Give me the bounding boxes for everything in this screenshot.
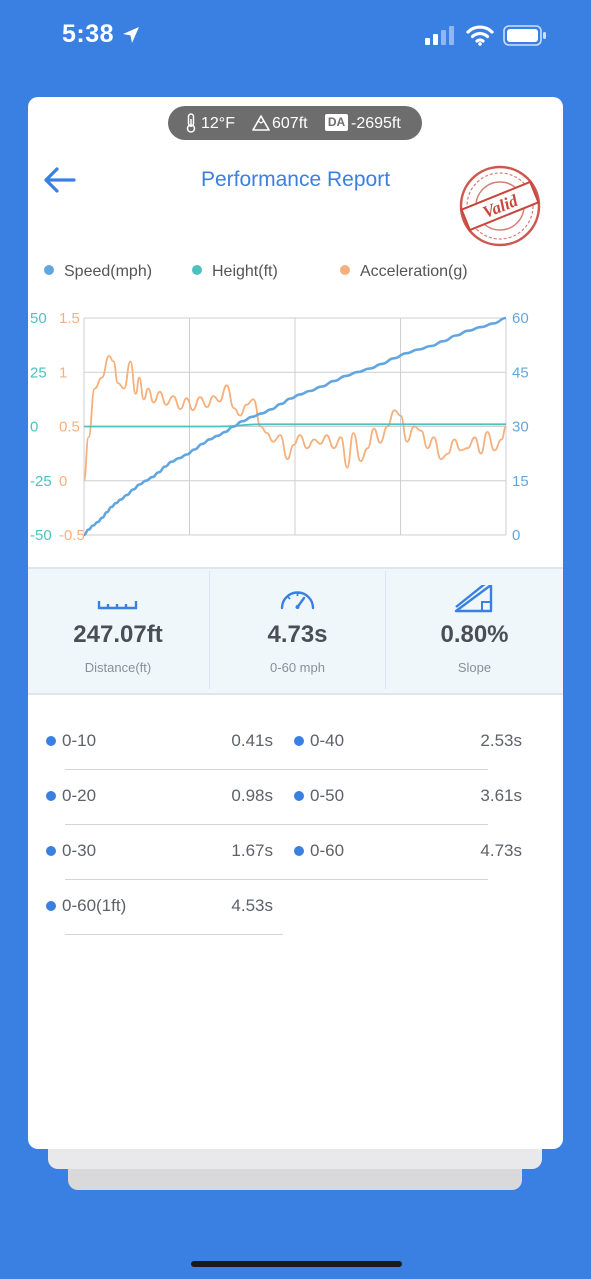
legend-speed-label: Speed(mph) <box>64 263 153 280</box>
split-underline <box>274 824 488 825</box>
split-label: 0-30 <box>62 841 97 860</box>
split-label: 0-50 <box>310 786 345 805</box>
speed-tick-label: 0 <box>512 527 520 544</box>
height-tick-label: 50 <box>30 310 47 327</box>
split-bullet <box>46 846 56 856</box>
split-row: 0-60(1ft) 4.53s <box>46 880 283 936</box>
speedometer-icon <box>280 591 315 610</box>
split-row: 0-20 0.98s <box>46 770 283 826</box>
split-label: 0-60 <box>310 841 345 860</box>
height-tick-label: -25 <box>30 473 52 490</box>
split-label: 0-40 <box>310 731 345 750</box>
acceleration-tick-label: 1.5 <box>59 310 80 327</box>
density-altitude-badge: DA <box>325 114 348 131</box>
split-row: 0-10 0.41s <box>46 715 283 771</box>
cellular-signal-icon <box>425 26 454 45</box>
legend-speed-swatch <box>44 265 54 275</box>
split-row: 0-30 1.67s <box>46 825 283 881</box>
density-altitude-value: -2695ft <box>351 115 401 132</box>
battery-icon <box>503 25 546 46</box>
stats-divider <box>385 571 386 689</box>
stat-slope: 0.80% Slope <box>386 569 563 693</box>
legend-acceleration-label: Acceleration(g) <box>360 263 468 280</box>
split-time: 1.67s <box>231 841 273 860</box>
status-time: 5:38 <box>62 20 115 48</box>
speed-tick-label: 30 <box>512 419 529 436</box>
height-tick-label: 25 <box>30 364 47 381</box>
split-underline <box>65 934 283 935</box>
split-time: 3.61s <box>480 786 522 805</box>
acceleration-series-line <box>83 355 507 482</box>
acceleration-tick-label: 0.5 <box>59 419 80 436</box>
stats-panel: 247.07ft Distance(ft) 4.73s 0-60 mph 0.8… <box>28 567 563 695</box>
height-tick-label: 0 <box>30 419 38 436</box>
split-row: 0-50 3.61s <box>274 770 522 826</box>
split-label: 0-20 <box>62 786 97 805</box>
back-arrow-icon <box>44 167 76 193</box>
split-bullet <box>294 846 304 856</box>
stat-zero-sixty: 4.73s 0-60 mph <box>210 569 385 693</box>
split-row: 0-60 4.73s <box>274 825 522 881</box>
split-underline <box>65 769 283 770</box>
split-row: 0-40 2.53s <box>274 715 522 771</box>
split-underline <box>65 879 283 880</box>
split-label: 0-60(1ft) <box>62 896 127 915</box>
home-indicator[interactable] <box>191 1261 402 1267</box>
legend-height-swatch <box>192 265 202 275</box>
split-bullet <box>46 736 56 746</box>
location-arrow-icon <box>123 27 139 43</box>
stat-zero-sixty-value: 4.73s <box>267 621 328 648</box>
ruler-icon <box>97 601 138 610</box>
legend-speed: Speed(mph) <box>44 263 152 281</box>
split-underline <box>65 824 283 825</box>
split-bullet <box>46 901 56 911</box>
acceleration-tick-label: -0.5 <box>59 527 85 544</box>
altitude-value: 607ft <box>272 115 308 132</box>
split-time: 4.73s <box>480 841 522 860</box>
status-bar: 5:38 <box>0 0 591 70</box>
legend-height-label: Height(ft) <box>212 263 278 280</box>
performance-report-card: 12°F 607ft DA -2695ft Performance Report… <box>28 97 563 1149</box>
split-time: 0.41s <box>231 731 273 750</box>
stat-distance-label: Distance(ft) <box>84 660 152 675</box>
split-underline <box>274 879 488 880</box>
split-time: 0.98s <box>231 786 273 805</box>
speed-tick-label: 60 <box>512 310 529 327</box>
split-bullet <box>46 791 56 801</box>
stat-distance-value: 247.07ft <box>73 621 163 648</box>
valid-stamp: Valid <box>459 165 541 247</box>
legend-acceleration: Acceleration(g) <box>340 263 468 281</box>
split-bullet <box>294 791 304 801</box>
split-label: 0-10 <box>62 731 97 750</box>
mountain-icon <box>252 115 270 131</box>
legend-height: Height(ft) <box>192 263 278 281</box>
legend-acceleration-swatch <box>340 265 350 275</box>
split-time: 4.53s <box>231 896 273 915</box>
split-time: 2.53s <box>480 731 522 750</box>
stat-slope-value: 0.80% <box>440 621 509 648</box>
height-series-line <box>84 423 506 428</box>
performance-chart: 50 1.5 60 25 1 45 0 0.5 30 -25 0 15 -50 -0.5 0 <box>30 310 529 544</box>
back-button[interactable] <box>40 162 80 198</box>
stat-distance: 247.07ft Distance(ft) <box>28 569 208 693</box>
acceleration-tick-label: 1 <box>59 364 67 381</box>
speed-series-line <box>83 316 507 537</box>
slope-icon <box>454 585 493 613</box>
wifi-icon <box>466 25 494 46</box>
stat-zero-sixty-label: 0-60 mph <box>270 660 325 675</box>
stat-slope-label: Slope <box>457 660 492 675</box>
speed-tick-label: 15 <box>512 473 529 490</box>
speed-tick-label: 45 <box>512 364 529 381</box>
thermometer-icon <box>186 113 196 133</box>
acceleration-tick-label: 0 <box>59 473 67 490</box>
split-bullet <box>294 736 304 746</box>
page-title: Performance Report <box>200 168 391 191</box>
temperature-value: 12°F <box>201 115 235 132</box>
height-tick-label: -50 <box>30 527 52 544</box>
stats-divider <box>209 571 210 689</box>
split-underline <box>274 769 488 770</box>
conditions-pill: 12°F 607ft DA -2695ft <box>168 106 422 140</box>
